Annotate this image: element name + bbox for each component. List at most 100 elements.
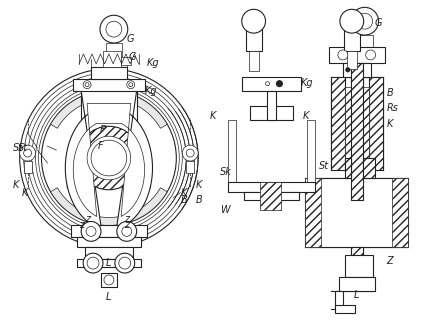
- Circle shape: [366, 50, 376, 60]
- Circle shape: [83, 81, 91, 89]
- Bar: [101, 273, 117, 287]
- Bar: [81, 91, 137, 140]
- Circle shape: [346, 68, 350, 72]
- Circle shape: [104, 275, 114, 285]
- Bar: [345, 255, 373, 277]
- Circle shape: [83, 253, 103, 273]
- Circle shape: [38, 88, 179, 229]
- Circle shape: [87, 257, 99, 269]
- Bar: [267, 91, 276, 120]
- Circle shape: [127, 81, 135, 89]
- Bar: [363, 87, 368, 168]
- Bar: [77, 237, 141, 247]
- Text: W: W: [220, 204, 230, 214]
- Bar: [360, 51, 370, 67]
- Bar: [228, 120, 236, 182]
- Text: B: B: [386, 88, 393, 98]
- Bar: [335, 305, 355, 313]
- Circle shape: [91, 140, 127, 176]
- Text: K: K: [303, 111, 310, 121]
- Text: St: St: [13, 143, 23, 153]
- Bar: [71, 225, 147, 237]
- Bar: [357, 35, 373, 51]
- Polygon shape: [67, 153, 150, 188]
- Bar: [259, 182, 282, 210]
- Text: F: F: [100, 125, 106, 135]
- Bar: [339, 277, 374, 291]
- Text: L: L: [106, 258, 112, 268]
- Bar: [329, 47, 385, 63]
- Text: K: K: [21, 188, 28, 198]
- Bar: [73, 79, 144, 91]
- Circle shape: [20, 69, 198, 247]
- Circle shape: [115, 253, 135, 273]
- Bar: [246, 21, 262, 51]
- Text: St: St: [17, 143, 28, 153]
- Text: L: L: [354, 290, 360, 300]
- Bar: [344, 21, 360, 51]
- Circle shape: [85, 83, 89, 87]
- Text: St: St: [319, 161, 329, 171]
- Bar: [103, 51, 121, 67]
- Circle shape: [77, 126, 141, 190]
- Bar: [351, 63, 363, 200]
- Circle shape: [87, 136, 131, 180]
- Bar: [392, 178, 408, 247]
- Text: Sk: Sk: [220, 167, 232, 177]
- Bar: [106, 43, 122, 57]
- Polygon shape: [73, 103, 144, 216]
- Circle shape: [186, 149, 194, 157]
- Text: G: G: [374, 18, 382, 28]
- Polygon shape: [51, 188, 167, 225]
- Text: B: B: [196, 195, 203, 205]
- Text: z: z: [78, 221, 84, 230]
- Text: Kg: Kg: [147, 58, 159, 68]
- Circle shape: [32, 81, 186, 235]
- Text: K: K: [13, 180, 19, 190]
- Polygon shape: [51, 91, 167, 128]
- Bar: [345, 87, 351, 168]
- Circle shape: [340, 9, 364, 33]
- Bar: [353, 63, 371, 77]
- Circle shape: [86, 226, 96, 236]
- Circle shape: [106, 21, 122, 37]
- Bar: [121, 57, 131, 65]
- Polygon shape: [65, 91, 153, 229]
- Circle shape: [129, 83, 133, 87]
- Bar: [343, 63, 353, 77]
- Circle shape: [119, 257, 131, 269]
- Text: K: K: [210, 111, 216, 121]
- Text: Kg: Kg: [301, 78, 314, 88]
- Circle shape: [24, 73, 194, 243]
- Text: Rs: Rs: [386, 103, 398, 113]
- Circle shape: [28, 77, 190, 239]
- Text: F: F: [98, 141, 104, 151]
- Bar: [345, 158, 351, 178]
- Bar: [351, 247, 363, 267]
- Text: K: K: [386, 119, 393, 129]
- Bar: [307, 120, 315, 182]
- Bar: [244, 192, 299, 200]
- Bar: [335, 291, 343, 309]
- Text: G: G: [127, 34, 134, 44]
- Text: z: z: [84, 214, 89, 224]
- Text: z: z: [124, 221, 130, 230]
- Circle shape: [81, 221, 101, 241]
- Text: z: z: [124, 214, 130, 224]
- Bar: [85, 247, 133, 259]
- Bar: [331, 77, 345, 170]
- Bar: [242, 77, 301, 91]
- Bar: [250, 107, 293, 120]
- Circle shape: [351, 7, 379, 35]
- Bar: [186, 161, 194, 173]
- Circle shape: [338, 50, 348, 60]
- Text: B: B: [180, 195, 187, 205]
- Bar: [91, 67, 127, 79]
- Circle shape: [276, 81, 282, 87]
- Circle shape: [265, 82, 270, 86]
- Circle shape: [122, 226, 132, 236]
- Bar: [305, 178, 321, 247]
- Circle shape: [357, 13, 373, 29]
- Bar: [305, 178, 408, 247]
- Bar: [249, 51, 259, 71]
